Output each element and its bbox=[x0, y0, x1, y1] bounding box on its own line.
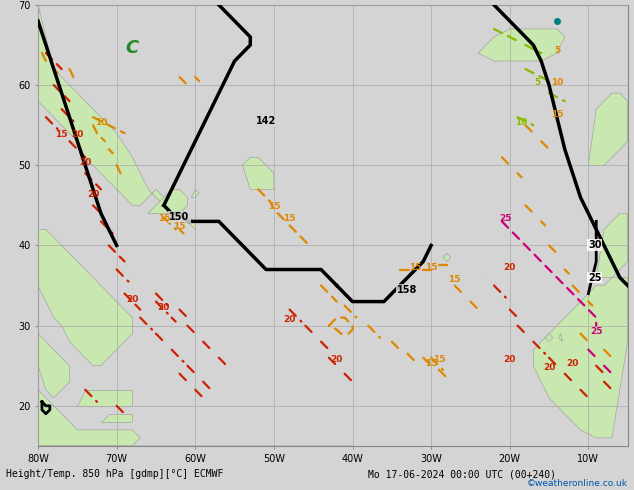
Text: 10: 10 bbox=[515, 118, 527, 127]
Text: 20: 20 bbox=[158, 303, 170, 312]
Polygon shape bbox=[545, 334, 553, 342]
Text: 20: 20 bbox=[503, 355, 516, 364]
Polygon shape bbox=[559, 334, 562, 342]
Polygon shape bbox=[38, 334, 70, 398]
Text: 30: 30 bbox=[588, 241, 602, 250]
Text: 15: 15 bbox=[158, 215, 170, 223]
Text: 15: 15 bbox=[433, 355, 445, 364]
Text: 15: 15 bbox=[173, 222, 186, 231]
Text: 15: 15 bbox=[425, 263, 437, 271]
Text: 142: 142 bbox=[256, 116, 276, 126]
Polygon shape bbox=[533, 277, 628, 438]
Text: 15: 15 bbox=[409, 263, 422, 271]
Text: Height/Temp. 850 hPa [gdmp][°C] ECMWF: Height/Temp. 850 hPa [gdmp][°C] ECMWF bbox=[6, 469, 224, 479]
Text: 20: 20 bbox=[330, 355, 343, 364]
Polygon shape bbox=[148, 189, 188, 213]
Text: 20: 20 bbox=[126, 294, 139, 304]
Text: 15: 15 bbox=[551, 110, 563, 119]
Text: 25: 25 bbox=[500, 215, 512, 223]
Text: 20: 20 bbox=[283, 315, 296, 323]
Text: 15: 15 bbox=[55, 130, 68, 139]
Polygon shape bbox=[443, 253, 451, 262]
Polygon shape bbox=[77, 390, 133, 406]
Text: 20: 20 bbox=[87, 190, 100, 199]
Text: 20: 20 bbox=[566, 359, 579, 368]
Text: 20: 20 bbox=[71, 130, 84, 139]
Polygon shape bbox=[588, 93, 628, 165]
Text: 15: 15 bbox=[283, 215, 296, 223]
Text: 15: 15 bbox=[425, 359, 437, 368]
Polygon shape bbox=[38, 446, 353, 478]
Text: 158: 158 bbox=[398, 285, 418, 294]
Text: ©weatheronline.co.uk: ©weatheronline.co.uk bbox=[527, 479, 628, 488]
Polygon shape bbox=[38, 390, 140, 446]
Polygon shape bbox=[38, 229, 133, 366]
Polygon shape bbox=[242, 157, 274, 189]
Text: 150: 150 bbox=[169, 212, 190, 222]
Text: Mo 17-06-2024 00:00 UTC (00+240): Mo 17-06-2024 00:00 UTC (00+240) bbox=[368, 469, 556, 479]
Text: 5: 5 bbox=[553, 46, 560, 55]
Text: 20: 20 bbox=[503, 263, 516, 271]
Text: 10: 10 bbox=[551, 78, 563, 87]
Polygon shape bbox=[191, 189, 199, 197]
Text: 15: 15 bbox=[268, 202, 280, 211]
Polygon shape bbox=[478, 29, 565, 61]
Text: 20: 20 bbox=[543, 363, 555, 372]
Text: 10: 10 bbox=[94, 118, 107, 127]
Text: C: C bbox=[126, 39, 139, 57]
Text: 25: 25 bbox=[590, 327, 602, 336]
Polygon shape bbox=[38, 5, 195, 229]
Polygon shape bbox=[235, 446, 353, 470]
Text: 5: 5 bbox=[534, 78, 540, 87]
Polygon shape bbox=[596, 213, 628, 277]
Text: 25: 25 bbox=[588, 272, 602, 283]
Text: 20: 20 bbox=[79, 158, 91, 167]
Polygon shape bbox=[101, 414, 133, 422]
Text: 15: 15 bbox=[448, 274, 461, 284]
